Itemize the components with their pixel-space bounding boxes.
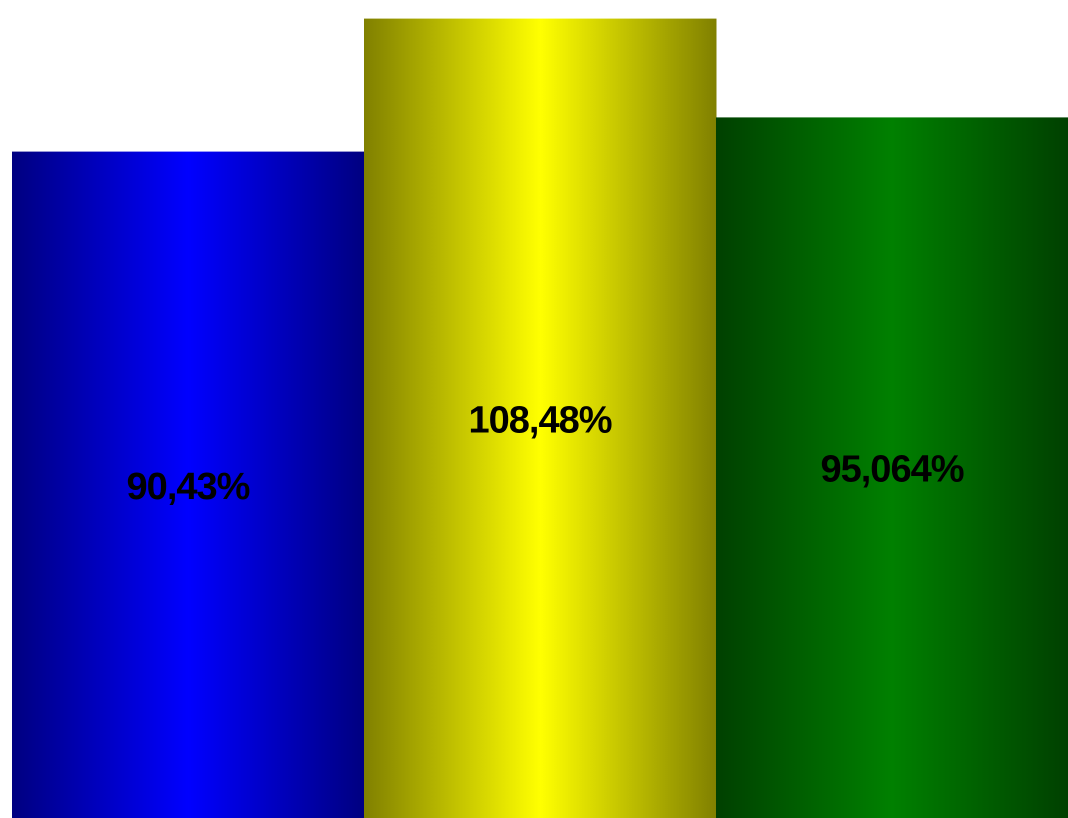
bar-1 — [12, 151, 365, 818]
bar-2 — [364, 18, 717, 818]
bars-group — [12, 18, 1068, 818]
data-labels-group: 90,43% 108,48% 95,064% — [127, 399, 965, 508]
bar-1-value-label: 90,43% — [127, 466, 250, 508]
bar-2-value-label: 108,48% — [468, 399, 611, 441]
bar-3-value-label: 95,064% — [820, 449, 963, 491]
bar-3 — [716, 117, 1068, 818]
